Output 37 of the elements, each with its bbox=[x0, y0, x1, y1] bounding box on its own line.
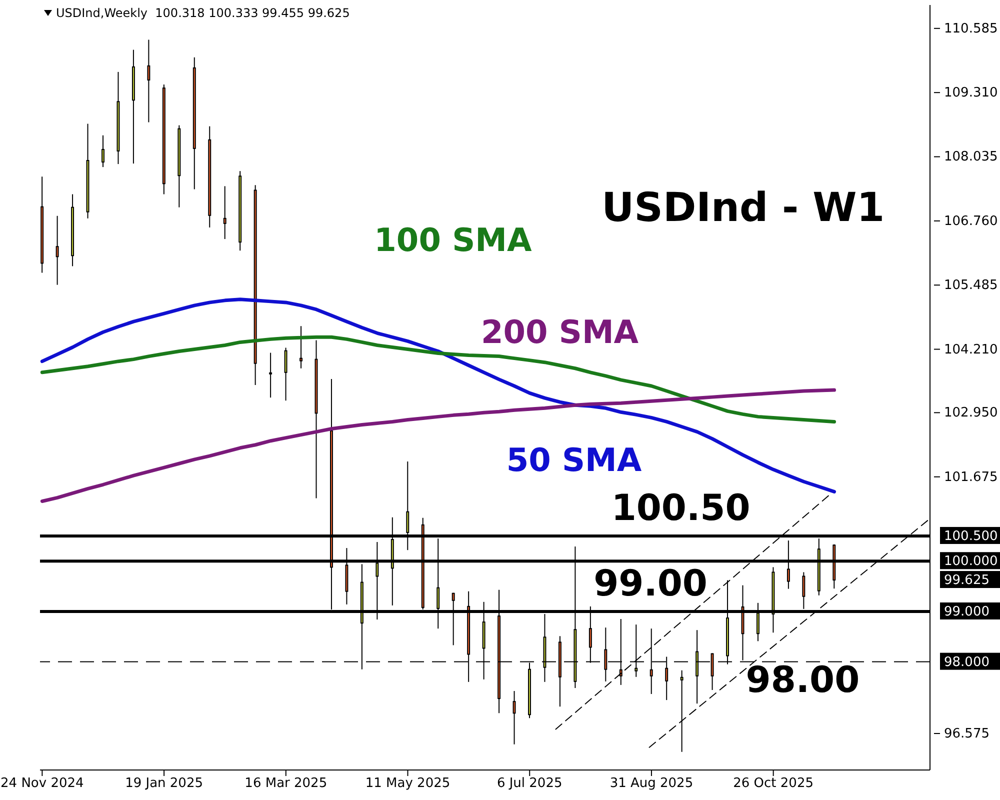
candlestick bbox=[223, 186, 226, 240]
line-series bbox=[40, 298, 836, 494]
y-tick-label: 101.675 bbox=[944, 470, 998, 485]
y-tick-label: 98.000 bbox=[944, 654, 990, 670]
y-tick-label: 99.000 bbox=[944, 604, 990, 620]
x-tick-label: 31 Aug 2025 bbox=[610, 776, 694, 792]
text: USDInd - W1 bbox=[602, 185, 885, 231]
y-tick-label: 108.035 bbox=[944, 150, 998, 165]
y-tick-label: 110.585 bbox=[944, 21, 998, 36]
chart-subtitle: USDInd,Weekly 100.318 100.333 99.455 99.625 bbox=[56, 6, 350, 20]
series-label: 200 SMA bbox=[480, 312, 639, 352]
ref-line-label: 99.00 bbox=[594, 563, 708, 604]
y-tick-label: 100.500 bbox=[944, 528, 998, 544]
candlestick bbox=[269, 352, 272, 398]
candlestick bbox=[56, 215, 59, 286]
x-tick-label: 16 Mar 2025 bbox=[244, 776, 328, 792]
series-label: 50 SMA bbox=[506, 440, 642, 480]
ref-line-label: 100.50 bbox=[611, 488, 750, 529]
candlestick bbox=[147, 39, 150, 123]
x-tick-label: 26 Oct 2025 bbox=[733, 776, 814, 792]
y-tick-label: 99.625 bbox=[944, 573, 990, 588]
candlestick bbox=[284, 347, 288, 402]
y-tick-label: 96.575 bbox=[944, 726, 990, 742]
text: 100 SMA bbox=[374, 220, 532, 260]
x-tick-label: 6 Jul 2025 bbox=[496, 776, 562, 792]
x-tick-label: 24 Nov 2024 bbox=[0, 776, 84, 792]
y-tick-label: 105.485 bbox=[944, 278, 998, 294]
y-tick-label: 100.000 bbox=[944, 554, 998, 570]
y-tick-label: 109.310 bbox=[944, 86, 998, 101]
candlestick bbox=[300, 326, 302, 369]
x-tick-label: 19 Jan 2025 bbox=[125, 776, 204, 792]
x-tick-label: 11 May 2025 bbox=[365, 776, 450, 792]
y-tick-label: 102.950 bbox=[944, 406, 998, 421]
y-tick-label: 104.210 bbox=[944, 342, 998, 358]
y-tick-label: 106.760 bbox=[944, 214, 998, 229]
ref-line-label: 98.00 bbox=[746, 660, 860, 701]
candlestick bbox=[102, 134, 104, 168]
